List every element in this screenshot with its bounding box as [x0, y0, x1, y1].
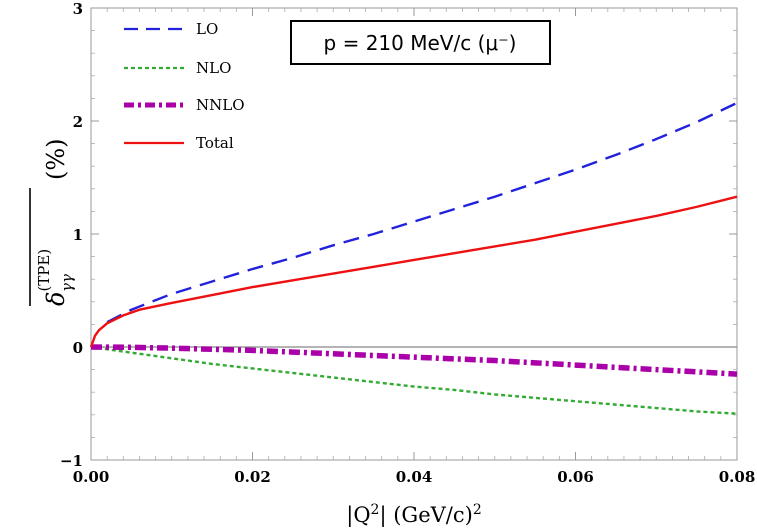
y-axis-title-symbol: δ [42, 292, 70, 306]
legend-label-nlo: NLO [196, 59, 231, 77]
y-axis-title-superscript: (TPE) [35, 249, 53, 292]
y-axis-title-text: δ(TPE) γγ (%) [35, 138, 76, 306]
y-tick-label: 0 [73, 339, 83, 357]
y-axis-title: δ(TPE) γγ (%) [29, 138, 76, 306]
legend-label-lo: LO [196, 20, 218, 38]
legend-label-total: Total [196, 134, 234, 152]
annotation-text: p = 210 MeV/c (μ⁻) [324, 31, 517, 55]
series-line-nnlo [90, 344, 738, 377]
x-axis-title-sup: 2 [371, 502, 380, 518]
plot-frame [90, 7, 738, 461]
series-line-total [89, 195, 738, 348]
x-tick-label: 0.06 [557, 468, 594, 486]
x-tick-label: 0.00 [73, 468, 110, 486]
legend: LO NLO NNLO Total [124, 20, 245, 152]
y-axis-title-subscript: γγ [58, 274, 76, 292]
series-layer [89, 101, 738, 415]
legend-label-nnlo: NNLO [196, 96, 245, 114]
x-axis-title-sup2: 2 [473, 502, 482, 518]
x-axis-title-suffix: | (GeV/c) [379, 503, 472, 528]
x-axis-title: |Q2| (GeV/c)2 [346, 502, 481, 528]
y-tick-label: 2 [73, 113, 83, 131]
y-tick-label: 1 [73, 226, 83, 244]
x-tick-label: 0.08 [719, 468, 756, 486]
series-line-nlo [90, 345, 738, 415]
ticks [90, 7, 738, 461]
tick-labels: 0.00 0.02 0.04 0.06 0.08 −1 0 1 2 3 [60, 0, 755, 486]
y-tick-label: 3 [73, 0, 83, 18]
series-line-lo [106, 101, 738, 324]
x-tick-label: 0.04 [396, 468, 433, 486]
y-axis-title-unit: (%) [42, 138, 70, 180]
x-axis-title-prefix: |Q [346, 503, 370, 528]
y-tick-label: −1 [60, 452, 83, 470]
annotation-frame [290, 20, 551, 65]
annotation-box: p = 210 MeV/c (μ⁻) [290, 20, 551, 65]
x-tick-label: 0.02 [234, 468, 271, 486]
